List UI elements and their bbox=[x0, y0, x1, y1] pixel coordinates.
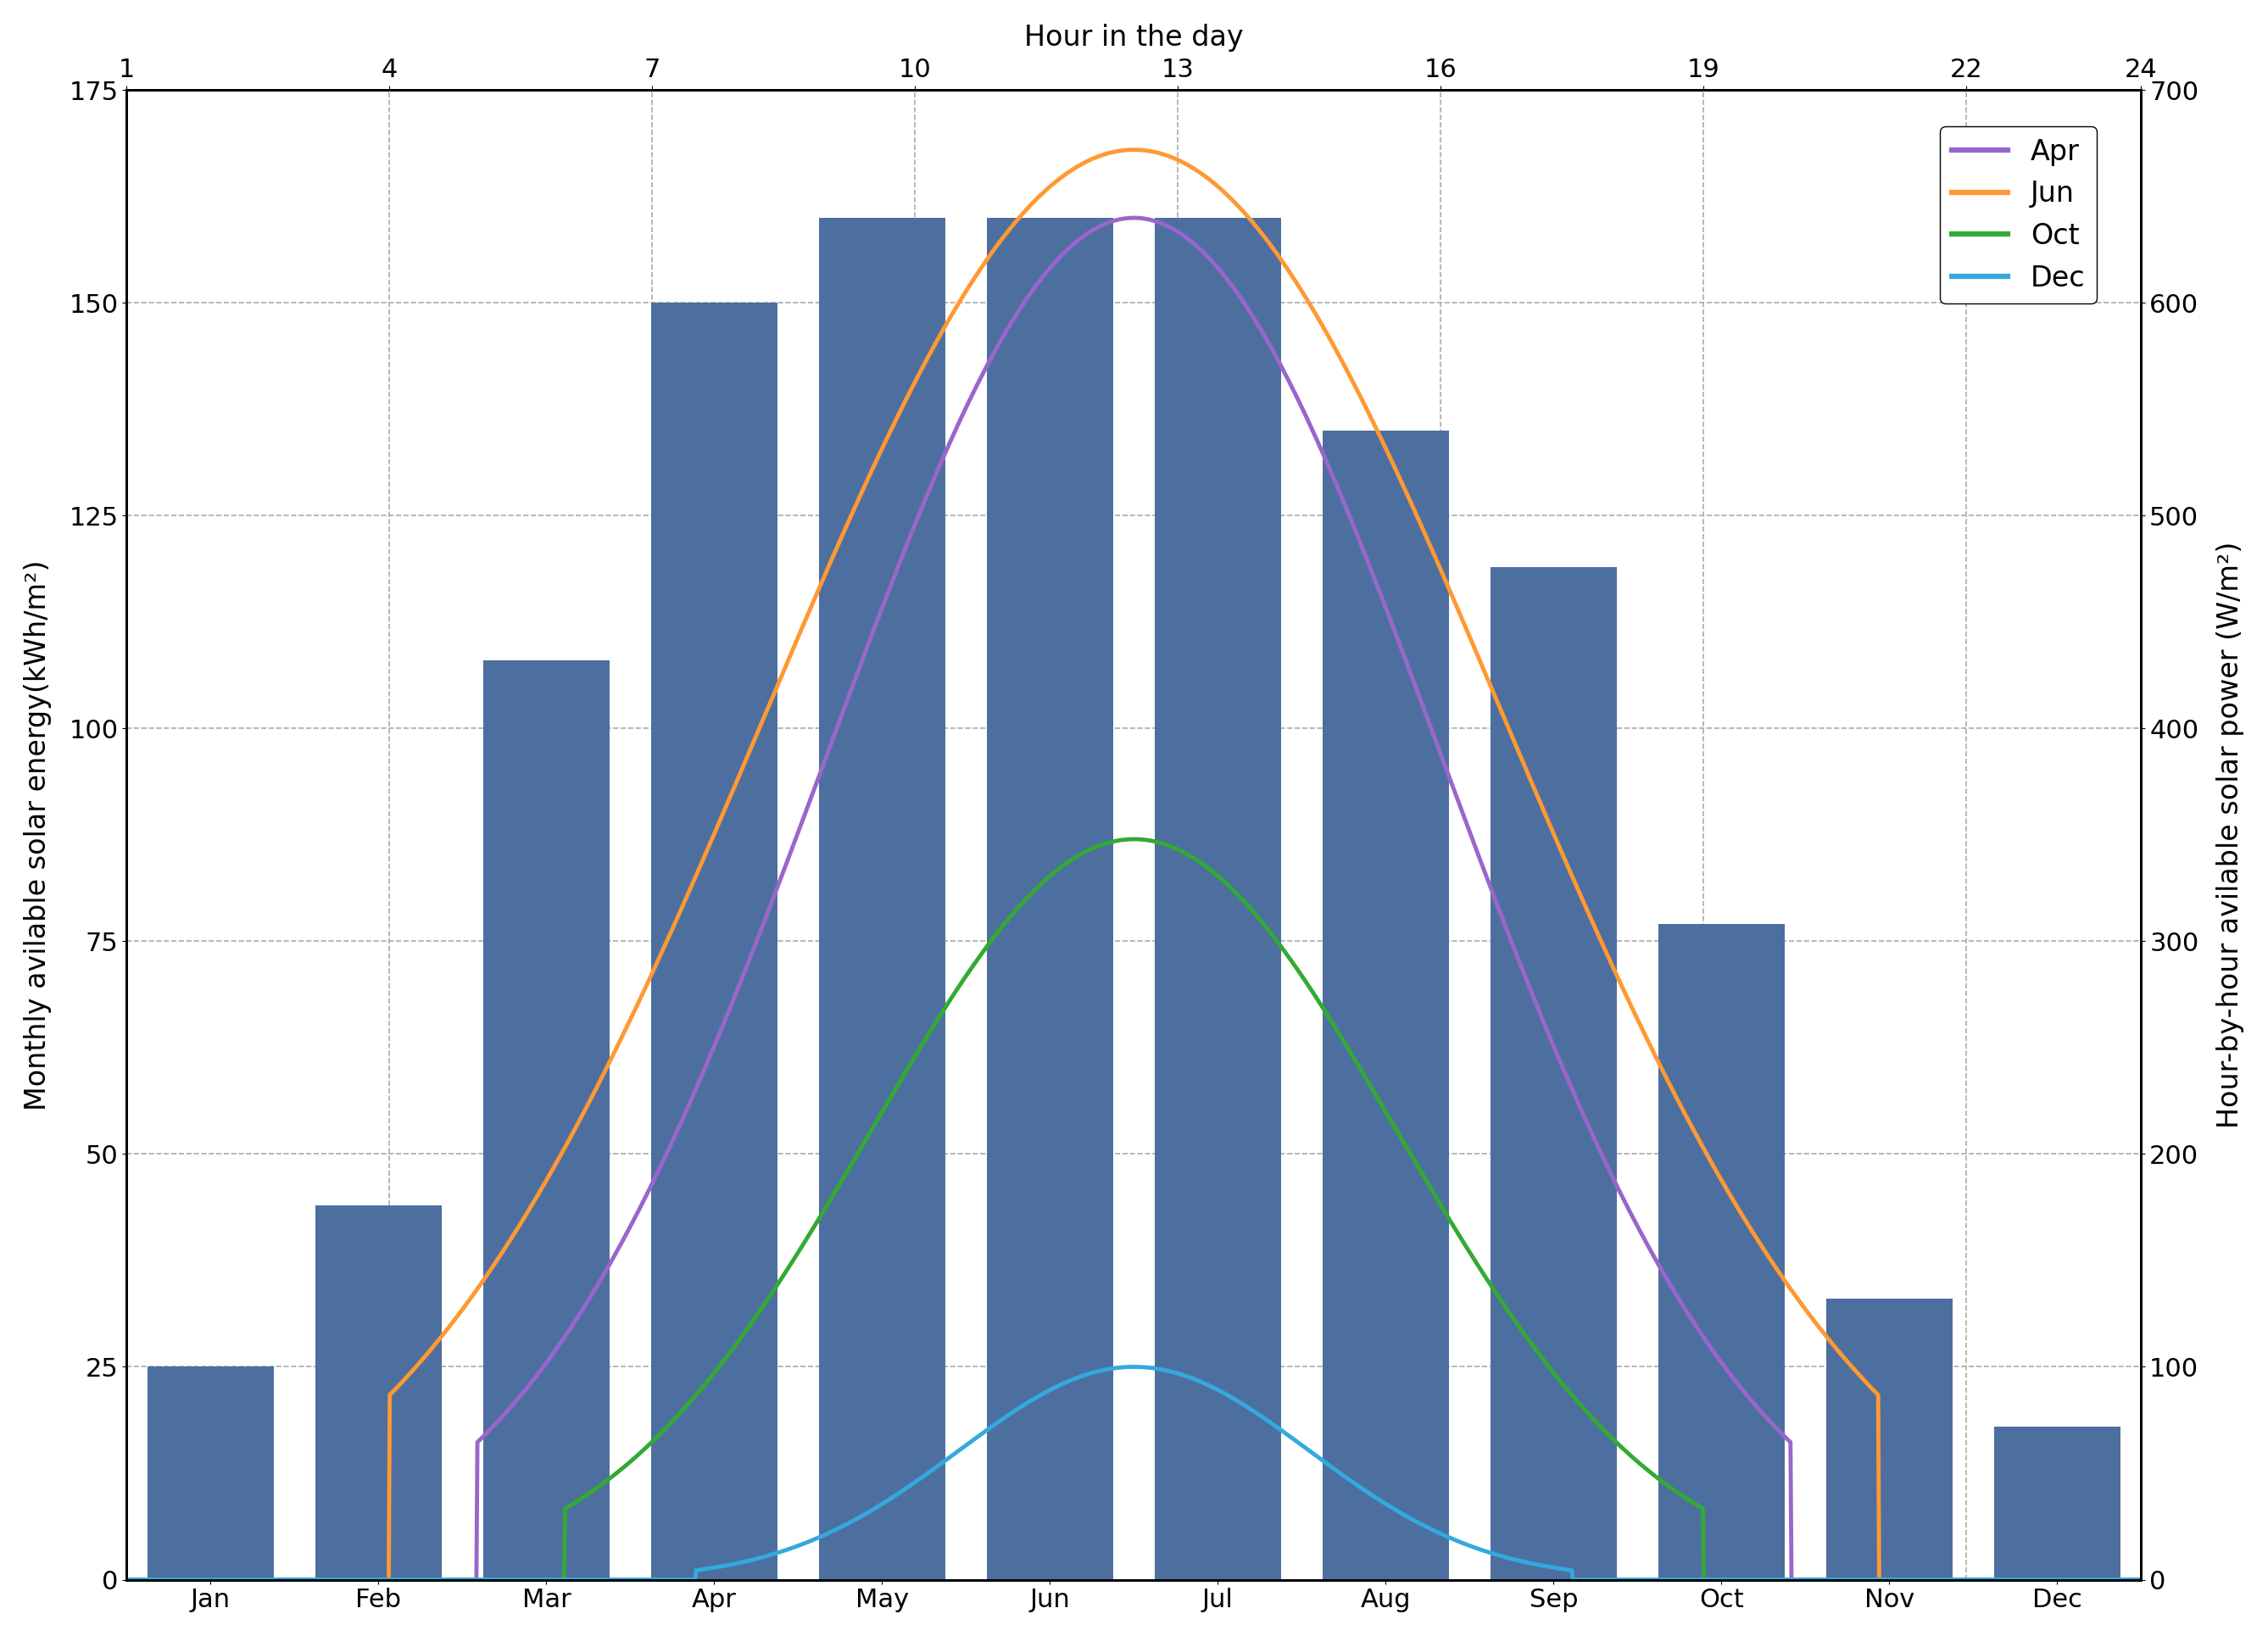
Bar bbox=[1658, 924, 1785, 1580]
Y-axis label: Hour-by-hour avilable solar power (W/m²): Hour-by-hour avilable solar power (W/m²) bbox=[2216, 542, 2245, 1129]
Bar bbox=[651, 303, 778, 1580]
Legend: Apr, Jun, Oct, Dec: Apr, Jun, Oct, Dec bbox=[1941, 126, 2098, 304]
Bar bbox=[987, 218, 1114, 1580]
Bar bbox=[315, 1206, 442, 1580]
Bar bbox=[483, 661, 610, 1580]
Bar bbox=[819, 218, 946, 1580]
Bar bbox=[1994, 1427, 2121, 1580]
Y-axis label: Monthly avilable solar energy(kWh/m²): Monthly avilable solar energy(kWh/m²) bbox=[23, 560, 52, 1111]
X-axis label: Hour in the day: Hour in the day bbox=[1025, 23, 1243, 51]
Bar bbox=[1154, 218, 1281, 1580]
Bar bbox=[1322, 430, 1449, 1580]
Bar bbox=[147, 1366, 274, 1580]
Bar bbox=[1490, 566, 1617, 1580]
Bar bbox=[1826, 1299, 1953, 1580]
